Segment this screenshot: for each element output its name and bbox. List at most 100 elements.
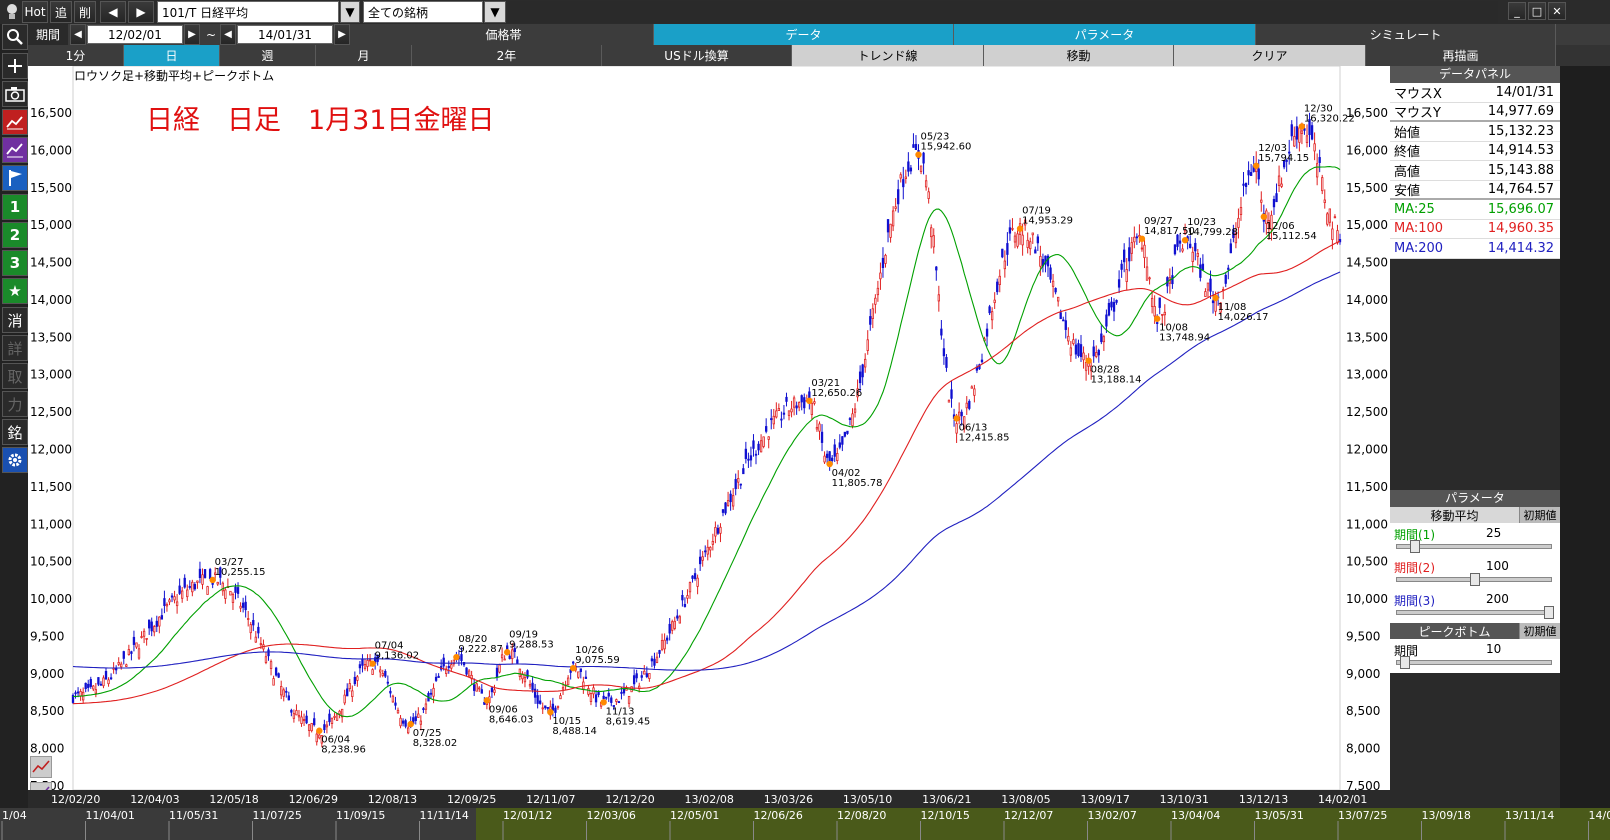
peak-date-label: 08/28 xyxy=(1091,365,1120,376)
candle-body xyxy=(338,710,341,715)
ma-reset-button[interactable]: 初期値 xyxy=(1519,507,1560,523)
detail-icon[interactable]: 詳 xyxy=(2,335,28,361)
lightbulb-icon[interactable] xyxy=(2,1,22,23)
chart-area[interactable]: 16,500 16,500 16,000 16,000 15,500 15,500 15,0… xyxy=(28,66,1390,808)
slider-handle[interactable] xyxy=(1470,573,1480,586)
tab-daily[interactable]: 日 xyxy=(124,45,220,66)
trade-icon[interactable]: 取 xyxy=(2,363,28,389)
param-slider[interactable] xyxy=(1396,610,1552,615)
clear-button[interactable]: クリア xyxy=(1174,45,1366,66)
candle-body xyxy=(381,673,384,676)
tab-data[interactable]: データ xyxy=(654,24,954,45)
next-symbol-button[interactable]: ▶ xyxy=(128,1,154,23)
candle-body xyxy=(1003,260,1007,270)
param-slider[interactable] xyxy=(1396,544,1552,549)
candle-body xyxy=(1051,280,1055,287)
tab-price-band[interactable]: 価格帯 xyxy=(354,24,654,45)
candle-body xyxy=(94,689,98,694)
slider-handle[interactable] xyxy=(1410,540,1420,553)
redraw-button[interactable]: 再描画 xyxy=(1366,45,1556,66)
force-icon[interactable]: 力 xyxy=(2,391,28,417)
candle-body xyxy=(241,602,245,608)
minimize-button[interactable]: _ xyxy=(1508,2,1526,20)
symbol-dropdown[interactable]: ▼ xyxy=(340,1,360,23)
symbol-field[interactable]: 101/T 日経平均 xyxy=(157,1,339,23)
tab-simulate[interactable]: シミュレート xyxy=(1256,24,1556,45)
gear-icon[interactable] xyxy=(2,447,28,473)
x-tick-label: 12/05/18 xyxy=(209,793,258,806)
brand-icon[interactable]: 銘 xyxy=(2,419,28,445)
pb-reset-button[interactable]: 初期値 xyxy=(1519,623,1560,639)
tab-weekly[interactable]: 週 xyxy=(220,45,316,66)
price-chart[interactable]: 16,500 16,500 16,000 16,000 15,500 15,500 15,0… xyxy=(28,66,1390,808)
delete-button[interactable]: 削 xyxy=(74,1,96,23)
from-date-input[interactable]: 12/02/01 xyxy=(87,25,183,44)
candle-body xyxy=(897,189,900,205)
area-chart-icon[interactable] xyxy=(2,137,28,163)
candle-body xyxy=(658,650,661,654)
candle-body xyxy=(696,577,699,587)
from-next-button[interactable]: ▶ xyxy=(184,24,200,45)
line-chart-icon[interactable] xyxy=(30,756,52,778)
candle-body xyxy=(1300,130,1304,134)
two-icon[interactable]: 2 xyxy=(2,222,28,248)
to-prev-button[interactable]: ◀ xyxy=(220,24,236,45)
peak-date-label: 08/20 xyxy=(458,634,487,645)
three-icon[interactable]: 3 xyxy=(2,250,28,276)
candle-body xyxy=(706,546,709,555)
candle-body xyxy=(800,395,803,403)
trendline-button[interactable]: トレンド線 xyxy=(792,45,984,66)
candle-body xyxy=(109,677,113,680)
maximize-button[interactable]: □ xyxy=(1528,2,1546,20)
to-next-button[interactable]: ▶ xyxy=(334,24,350,45)
universe-select[interactable]: 全ての銘柄 xyxy=(363,1,483,23)
add-button[interactable]: 追 xyxy=(50,1,72,23)
x-axis-band xyxy=(28,790,1390,808)
candle-body xyxy=(115,668,118,671)
candle-body xyxy=(99,683,103,686)
param-value: 25 xyxy=(1486,526,1502,540)
candle-body xyxy=(274,667,278,676)
star-icon[interactable]: ★ xyxy=(2,278,28,304)
one-icon[interactable]: 1 xyxy=(2,194,28,220)
camera-icon[interactable] xyxy=(2,81,28,107)
candle-body xyxy=(396,709,400,714)
close-button[interactable]: ✕ xyxy=(1548,2,1566,20)
tab-1min[interactable]: 1分 xyxy=(28,45,124,66)
candle-body xyxy=(1211,300,1215,304)
peak-marker xyxy=(1260,213,1268,220)
peak-value-label: 14,953.29 xyxy=(1022,216,1073,227)
usd-convert-button[interactable]: USドル換算 xyxy=(602,45,792,66)
candle-body xyxy=(1006,243,1009,255)
peak-date-label: 10/23 xyxy=(1187,217,1216,228)
peak-date-label: 07/19 xyxy=(1022,206,1051,217)
search-icon[interactable] xyxy=(2,24,28,50)
candle-body xyxy=(556,705,560,709)
plus-icon[interactable] xyxy=(2,53,28,79)
slider-handle[interactable] xyxy=(1544,606,1554,619)
slider-handle[interactable] xyxy=(1400,656,1410,669)
candle-body xyxy=(188,586,191,588)
move-button[interactable]: 移動 xyxy=(984,45,1174,66)
prev-symbol-button[interactable]: ◀ xyxy=(100,1,126,23)
tab-monthly[interactable]: 月 xyxy=(316,45,412,66)
tab-2year[interactable]: 2年 xyxy=(412,45,602,66)
candle-body xyxy=(74,692,77,695)
candle-body xyxy=(259,643,263,646)
to-date-input[interactable]: 14/01/31 xyxy=(237,25,333,44)
universe-dropdown[interactable]: ▼ xyxy=(484,1,506,23)
flag-icon[interactable] xyxy=(2,165,28,191)
candle-body xyxy=(620,691,623,694)
param-slider[interactable] xyxy=(1396,660,1552,665)
candle-body xyxy=(1072,339,1075,344)
candle-body xyxy=(635,673,638,679)
param-row-1: 期間(1) 25 xyxy=(1390,523,1560,556)
line-chart-icon[interactable] xyxy=(2,109,28,135)
hot-button[interactable]: Hot xyxy=(22,1,48,23)
candle-body xyxy=(851,413,854,427)
candle-body xyxy=(1313,143,1316,152)
candle-body xyxy=(1178,240,1182,244)
tab-parameter[interactable]: パラメータ xyxy=(954,24,1256,45)
erase-icon[interactable]: 消 xyxy=(2,307,28,333)
from-prev-button[interactable]: ◀ xyxy=(70,24,86,45)
